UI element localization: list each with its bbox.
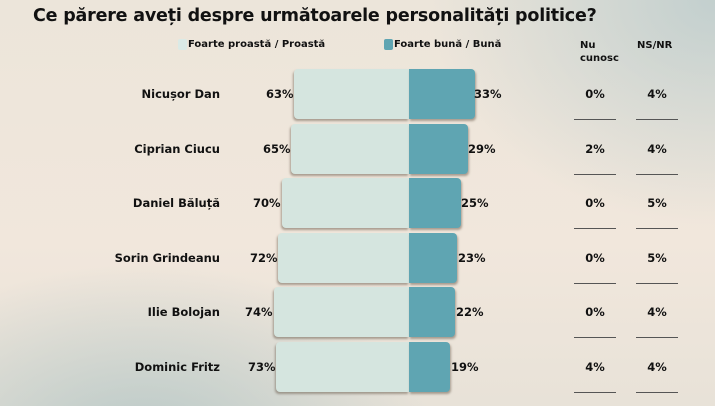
divider (574, 228, 616, 229)
negative-bar (294, 69, 409, 119)
chart-title: Ce părere aveți despre următoarele perso… (33, 6, 597, 26)
positive-value: 33% (474, 87, 502, 101)
divider (574, 283, 616, 284)
column-header-ns-nr: NS/NR (637, 40, 673, 51)
positive-value: 25% (461, 196, 489, 210)
legend-label-negative: Foarte proastă / Proastă (188, 39, 326, 50)
positive-value: 23% (458, 251, 486, 265)
politician-name: Ciprian Ciucu (134, 142, 220, 156)
divider (574, 174, 616, 175)
legend-swatch-light-icon (178, 39, 187, 50)
chart-row: Nicușor Dan 63% 33% 0% 4% (0, 67, 715, 122)
politician-name: Nicușor Dan (141, 87, 220, 101)
ns-nr-value: 5% (647, 196, 667, 210)
nu-cunosc-value: 2% (585, 142, 605, 156)
positive-bar (409, 287, 455, 337)
positive-value: 22% (456, 305, 484, 319)
negative-bar (276, 342, 409, 392)
divider (574, 337, 616, 338)
negative-value: 73% (248, 360, 276, 374)
divider (636, 337, 678, 338)
negative-value: 74% (245, 305, 273, 319)
chart-row: Dominic Fritz 73% 19% 4% 4% (0, 340, 715, 395)
negative-value: 65% (263, 142, 291, 156)
divider (636, 174, 678, 175)
divider (636, 283, 678, 284)
chart-row: Ilie Bolojan 74% 22% 0% 4% (0, 285, 715, 340)
positive-bar (409, 342, 450, 392)
legend-positive: Foarte bună / Bună (384, 39, 501, 50)
chart-row: Daniel Băluță 70% 25% 0% 5% (0, 176, 715, 231)
positive-value: 29% (468, 142, 496, 156)
negative-bar (291, 124, 409, 174)
positive-bar (409, 69, 475, 119)
positive-bar (409, 124, 468, 174)
chart-row: Sorin Grindeanu 72% 23% 0% 5% (0, 231, 715, 286)
chart-row: Ciprian Ciucu 65% 29% 2% 4% (0, 122, 715, 177)
ns-nr-value: 4% (647, 360, 667, 374)
nu-cunosc-value: 4% (585, 360, 605, 374)
negative-bar (282, 178, 409, 228)
ns-nr-value: 5% (647, 251, 667, 265)
nu-cunosc-value: 0% (585, 196, 605, 210)
negative-value: 72% (250, 251, 278, 265)
ns-nr-value: 4% (647, 305, 667, 319)
negative-value: 70% (253, 196, 281, 210)
ns-nr-value: 4% (647, 87, 667, 101)
politician-name: Ilie Bolojan (147, 305, 220, 319)
positive-value: 19% (451, 360, 479, 374)
negative-bar (274, 287, 409, 337)
divider (574, 119, 616, 120)
nu-cunosc-value: 0% (585, 87, 605, 101)
divider (636, 228, 678, 229)
divider (636, 392, 678, 393)
nu-cunosc-value: 0% (585, 305, 605, 319)
nu-cunosc-value: 0% (585, 251, 605, 265)
legend-label-positive: Foarte bună / Bună (394, 39, 502, 50)
negative-value: 63% (266, 87, 294, 101)
divider (574, 392, 616, 393)
positive-bar (409, 178, 461, 228)
negative-bar (278, 233, 409, 283)
ns-nr-value: 4% (647, 142, 667, 156)
column-header-nu-cunosc: Nu cunosc (580, 40, 619, 64)
politician-name: Daniel Băluță (132, 196, 220, 210)
divider (636, 119, 678, 120)
legend-negative: Foarte proastă / Proastă (178, 39, 325, 50)
legend-swatch-teal-icon (384, 39, 393, 50)
politician-name: Dominic Fritz (134, 360, 220, 374)
positive-bar (409, 233, 457, 283)
politician-name: Sorin Grindeanu (114, 251, 220, 265)
